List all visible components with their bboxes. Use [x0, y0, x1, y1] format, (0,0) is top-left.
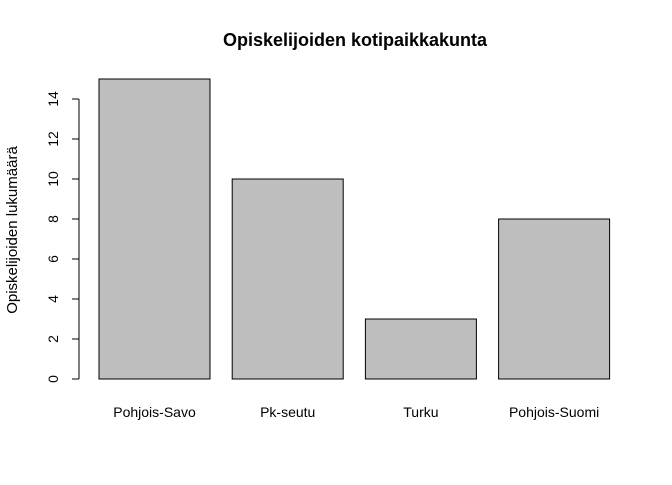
x-category-label: Turku — [403, 404, 438, 420]
bar-turku — [364, 318, 477, 380]
bar-pohjois-suomi — [498, 218, 611, 380]
y-tick-label: 6 — [45, 255, 61, 263]
y-tick-label: 4 — [45, 295, 61, 303]
y-tick-label: 10 — [45, 171, 61, 187]
y-axis-label: Opiskelijoiden lukumäärä — [4, 146, 21, 314]
x-category-label: Pk-seutu — [260, 404, 315, 420]
bar-pk-seutu — [231, 178, 344, 380]
x-category-label: Pohjois-Suomi — [509, 404, 599, 420]
bar-pohjois-savo — [98, 78, 211, 380]
y-tick-label: 14 — [45, 91, 61, 107]
y-tick-label: 0 — [45, 375, 61, 383]
x-category-label: Pohjois-Savo — [113, 404, 196, 420]
y-tick-label: 8 — [45, 215, 61, 223]
y-tick-label: 12 — [45, 131, 61, 147]
y-axis: 0 2 4 6 8 10 12 14 — [45, 91, 80, 383]
bars-group — [98, 78, 611, 380]
category-labels: Pohjois-Savo Pk-seutu Turku Pohjois-Suomi — [113, 404, 599, 420]
chart-title: Opiskelijoiden kotipaikkakunta — [223, 30, 488, 50]
y-tick-label: 2 — [45, 335, 61, 343]
